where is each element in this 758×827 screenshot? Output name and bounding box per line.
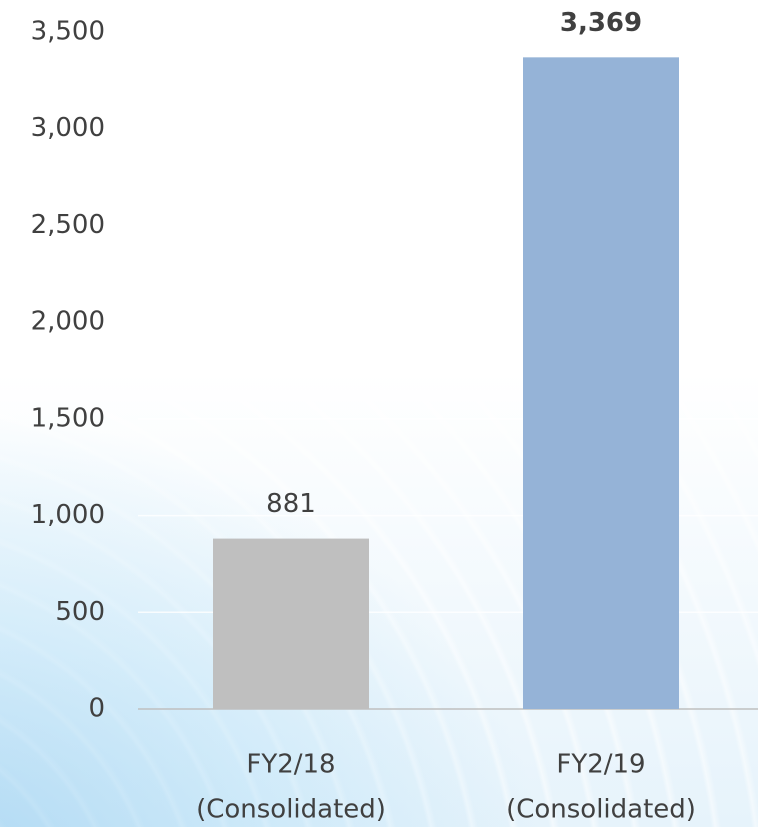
x-tick-label: (Consolidated) (506, 795, 696, 825)
bar (213, 538, 369, 709)
x-tick-label: FY2/19 (556, 750, 645, 780)
x-tick-label: FY2/18 (246, 750, 335, 780)
y-tick-label: 3,500 (31, 17, 105, 47)
value-label: 881 (266, 489, 316, 519)
y-tick-label: 500 (55, 597, 105, 627)
y-tick-label: 3,000 (31, 113, 105, 143)
y-tick-label: 1,500 (31, 403, 105, 433)
y-tick-label: 2,000 (31, 307, 105, 337)
bar (523, 57, 679, 710)
y-tick-label: 1,000 (31, 500, 105, 530)
y-tick-label: 0 (88, 694, 105, 724)
x-tick-label: (Consolidated) (196, 795, 386, 825)
y-tick-label: 2,500 (31, 210, 105, 240)
value-label: 3,369 (560, 8, 642, 38)
